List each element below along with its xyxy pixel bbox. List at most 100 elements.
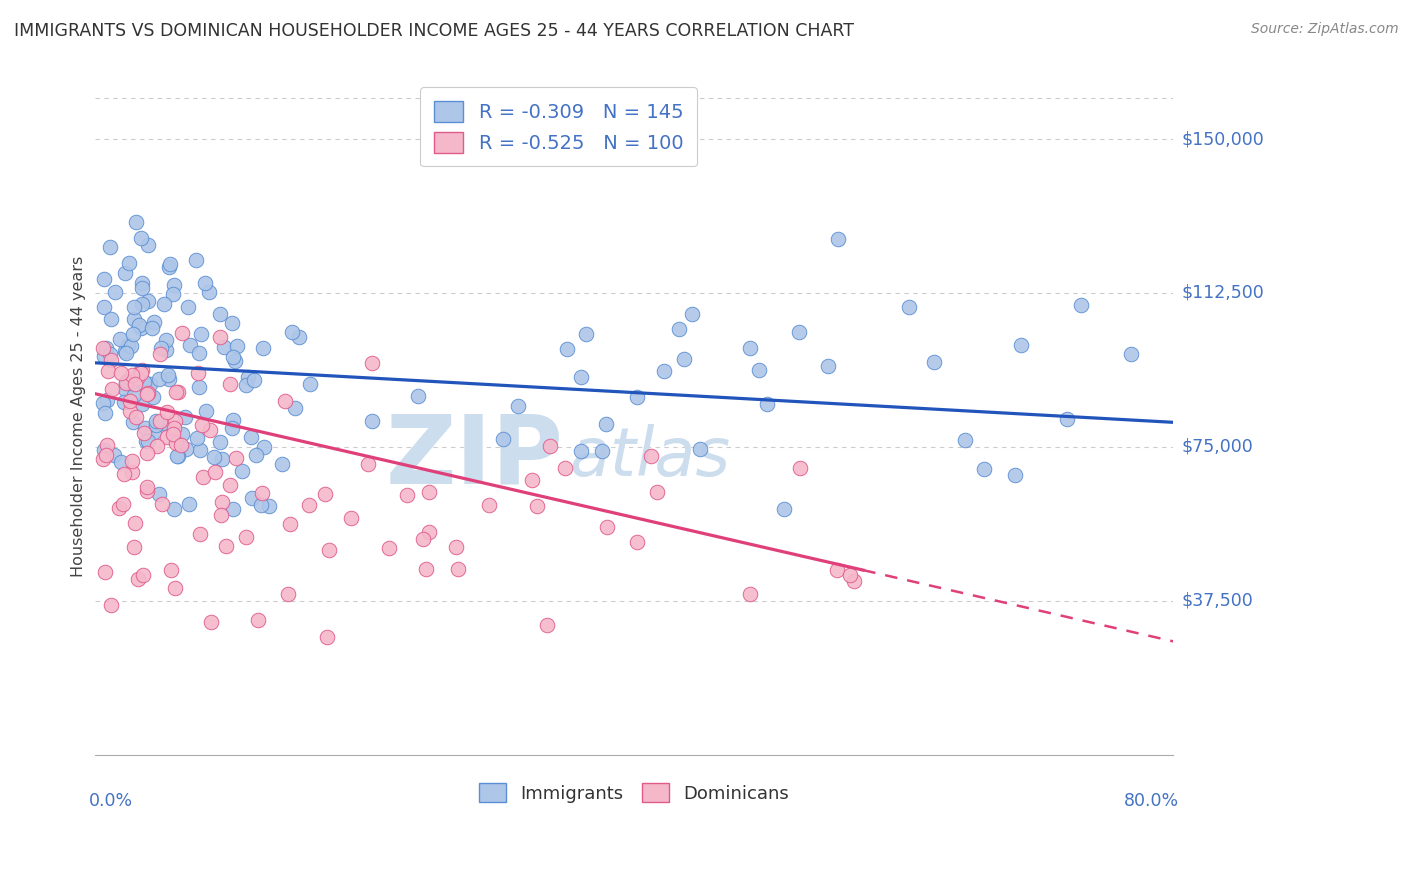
Point	[139, 376, 162, 391]
Point	[129, 320, 152, 334]
Point	[162, 427, 184, 442]
Point	[221, 421, 243, 435]
Point	[110, 332, 132, 346]
Text: $75,000: $75,000	[1181, 438, 1254, 456]
Point	[478, 498, 501, 512]
Point	[188, 527, 211, 541]
Point	[252, 341, 274, 355]
Point	[132, 425, 155, 440]
Point	[124, 540, 146, 554]
Point	[166, 450, 188, 464]
Point	[122, 312, 145, 326]
Point	[672, 352, 695, 367]
Point	[591, 444, 613, 458]
Text: 0.0%: 0.0%	[89, 792, 134, 810]
Point	[94, 448, 117, 462]
Point	[212, 341, 235, 355]
Point	[162, 287, 184, 301]
Point	[141, 321, 163, 335]
Point	[115, 376, 138, 391]
Point	[112, 395, 135, 409]
Point	[120, 376, 142, 390]
Point	[93, 442, 115, 457]
Point	[224, 353, 246, 368]
Point	[150, 497, 173, 511]
Point	[145, 414, 167, 428]
Point	[626, 390, 648, 404]
Point	[120, 339, 142, 353]
Point	[170, 438, 193, 452]
Point	[194, 276, 217, 290]
Point	[418, 484, 440, 499]
Point	[110, 366, 132, 380]
Point	[340, 510, 363, 524]
Point	[221, 316, 243, 330]
Point	[219, 478, 242, 492]
Point	[155, 333, 177, 347]
Point	[595, 417, 617, 432]
Point	[165, 436, 187, 450]
Point	[569, 370, 592, 384]
Point	[114, 266, 136, 280]
Point	[827, 232, 849, 246]
Point	[136, 446, 159, 460]
Point	[160, 562, 183, 576]
Point	[361, 414, 384, 428]
Point	[163, 582, 186, 596]
Point	[236, 369, 259, 384]
Point	[1010, 338, 1032, 352]
Point	[108, 501, 131, 516]
Point	[208, 434, 231, 449]
Point	[93, 349, 115, 363]
Point	[112, 467, 135, 481]
Point	[200, 615, 222, 629]
Point	[259, 499, 281, 513]
Point	[163, 421, 186, 435]
Point	[93, 271, 115, 285]
Point	[93, 395, 115, 409]
Point	[166, 385, 188, 400]
Point	[188, 442, 211, 457]
Point	[101, 382, 124, 396]
Point	[104, 285, 127, 299]
Point	[159, 256, 181, 270]
Point	[652, 364, 675, 378]
Point	[157, 260, 180, 274]
Point	[1004, 468, 1026, 483]
Point	[1070, 298, 1092, 312]
Point	[131, 231, 153, 245]
Point	[415, 562, 437, 576]
Point	[163, 414, 186, 428]
Point	[138, 237, 160, 252]
Point	[645, 485, 668, 500]
Point	[191, 417, 214, 432]
Point	[240, 491, 263, 505]
Point	[148, 487, 170, 501]
Point	[135, 434, 157, 449]
Point	[298, 498, 321, 512]
Point	[121, 453, 143, 467]
Point	[280, 325, 302, 339]
Point	[208, 330, 231, 344]
Point	[314, 486, 336, 500]
Point	[839, 567, 862, 582]
Point	[122, 327, 145, 342]
Point	[131, 366, 153, 380]
Point	[96, 437, 118, 451]
Point	[120, 404, 142, 418]
Point	[209, 508, 232, 522]
Point	[190, 327, 212, 342]
Point	[235, 378, 257, 392]
Point	[924, 354, 946, 368]
Point	[278, 517, 301, 532]
Point	[356, 457, 378, 471]
Point	[211, 495, 233, 509]
Point	[135, 480, 157, 494]
Point	[418, 524, 440, 539]
Point	[156, 430, 179, 444]
Point	[118, 256, 141, 270]
Point	[953, 434, 976, 448]
Point	[231, 464, 253, 478]
Point	[176, 300, 198, 314]
Point	[194, 404, 217, 418]
